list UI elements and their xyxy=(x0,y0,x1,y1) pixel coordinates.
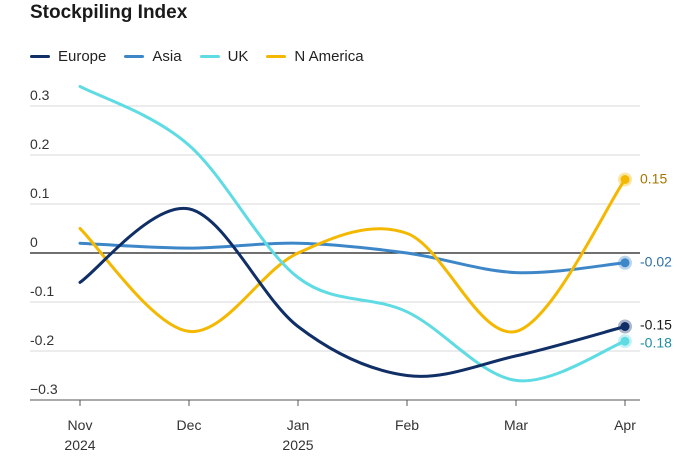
end-point-asia xyxy=(620,258,630,268)
legend-swatch-n-america xyxy=(266,55,287,58)
series-line-uk xyxy=(78,84,627,383)
legend: Europe Asia UK N America xyxy=(30,48,382,65)
y-tick-label: 0.3 xyxy=(30,87,50,103)
series-line-n-america xyxy=(78,178,627,334)
chart-title: Stockpiling Index xyxy=(30,2,188,23)
x-tick-label: Mar xyxy=(504,417,528,433)
y-tick-label: 0.1 xyxy=(30,185,50,201)
x-tick-label: Feb xyxy=(395,417,419,433)
legend-label-n-america: N America xyxy=(294,48,364,65)
end-point-uk xyxy=(620,336,630,346)
legend-swatch-uk xyxy=(199,55,220,58)
y-tick-label: −0.3 xyxy=(30,381,58,397)
grid-layer xyxy=(30,105,640,406)
y-tick-label: 0.2 xyxy=(30,136,50,152)
x-tick-label: 2025 xyxy=(282,437,313,453)
label-layer: 0.3 0.2 0.1 0 -0.1 -0.2 −0.3 Nov 2024 Dec Jan 2025 F… xyxy=(30,87,672,453)
end-value-label-n-america: 0.15 xyxy=(640,171,667,187)
legend-label-uk: UK xyxy=(227,48,249,65)
y-tick-label: -0.2 xyxy=(30,332,54,348)
end-value-label-uk: -0.18 xyxy=(640,335,672,351)
series-layer xyxy=(78,84,632,383)
legend-swatch-europe xyxy=(30,55,50,58)
legend-item-uk: UK xyxy=(199,48,249,65)
legend-swatch-asia xyxy=(124,55,145,58)
y-tick-label: -0.1 xyxy=(30,283,54,299)
legend-label-europe: Europe xyxy=(58,48,107,65)
x-tick-label: Apr xyxy=(614,417,636,433)
series-line-asia xyxy=(78,241,627,275)
end-value-label-asia: -0.02 xyxy=(640,254,672,270)
legend-item-europe: Europe xyxy=(30,48,106,65)
x-tick-label: 2024 xyxy=(64,437,95,453)
end-point-europe xyxy=(620,322,630,331)
legend-item-n-america: N America xyxy=(266,48,364,65)
series-line-europe xyxy=(78,206,627,378)
end-value-label-europe: -0.15 xyxy=(640,317,672,333)
legend-label-asia: Asia xyxy=(152,48,182,65)
y-tick-label: 0 xyxy=(30,234,38,250)
x-tick-label: Dec xyxy=(177,417,202,433)
end-point-n-america xyxy=(620,175,630,184)
x-tick-label: Nov xyxy=(68,417,93,433)
x-tick-label: Jan xyxy=(287,417,310,433)
legend-item-asia: Asia xyxy=(124,48,182,65)
